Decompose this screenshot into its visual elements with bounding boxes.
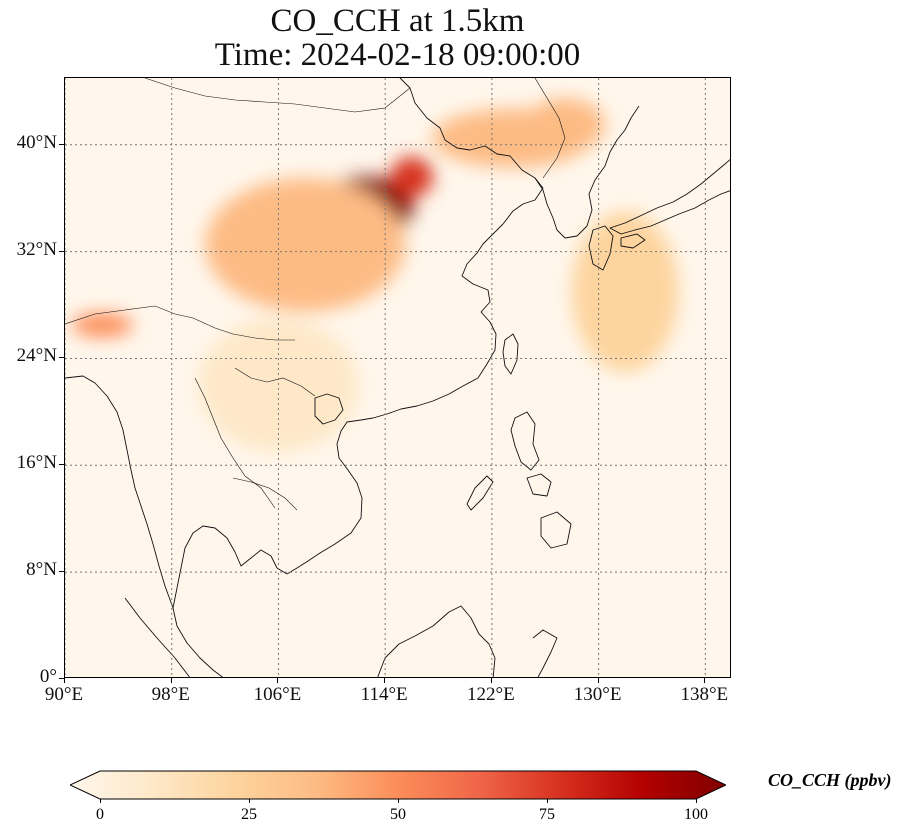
lat-tick-mark <box>59 464 64 466</box>
lat-tick-mark <box>59 678 64 679</box>
lon-tick-label: 98°E <box>151 684 190 705</box>
lat-tick-label: 24°N <box>16 345 57 367</box>
border-laos-thailand <box>194 377 276 509</box>
island-borneo <box>377 605 496 677</box>
colorbar-tick-mark <box>398 799 399 803</box>
map-panel[interactable] <box>64 77 731 678</box>
concentration-field <box>71 98 679 452</box>
island-luzon <box>510 411 540 471</box>
lon-tick-label: 130°E <box>573 684 622 705</box>
coastlines <box>65 78 730 677</box>
lon-tick-mark <box>597 678 599 683</box>
lat-tick-label: 0° <box>39 666 57 687</box>
country-borders <box>65 78 566 511</box>
plume-south-china-haze <box>198 318 359 452</box>
lon-tick-mark <box>384 678 386 683</box>
border-russia-china <box>534 78 566 179</box>
island-sulawesi <box>532 629 558 677</box>
map-canvas <box>65 78 730 677</box>
lat-tick-label: 16°N <box>16 452 57 474</box>
border-china-vietnam <box>234 367 316 397</box>
lat-tick-mark <box>59 357 64 359</box>
island-palawan <box>466 475 494 511</box>
coastline-asia <box>286 78 544 575</box>
coastline-korea <box>534 105 640 239</box>
island-taiwan <box>502 333 519 375</box>
colorbar-tick-label: 50 <box>390 806 406 823</box>
lat-tick-mark <box>59 571 64 573</box>
island-visayas <box>526 473 552 497</box>
lon-tick-mark <box>64 678 65 683</box>
colorbar-tick-label: 75 <box>539 806 555 823</box>
colorbar-label: CO_CCH (ppbv) <box>768 770 892 790</box>
lon-tick-label: 90°E <box>44 684 84 705</box>
title-time: Time: 2024-02-18 09:00:00 <box>214 37 581 73</box>
border-mongolia <box>144 78 411 113</box>
colorbar-tick-mark <box>100 799 101 803</box>
lon-tick-label: 122°E <box>467 684 515 705</box>
lon-tick-mark <box>277 678 279 683</box>
graticule <box>65 78 730 677</box>
colorbar <box>70 770 726 800</box>
colorbar-tick-mark <box>696 799 697 803</box>
lat-tick-label: 40°N <box>16 131 57 153</box>
island-sumatra <box>124 597 191 677</box>
island-hainan <box>314 393 344 425</box>
plume-japan-plume <box>571 211 679 372</box>
lat-tick-label: 8°N <box>26 559 57 581</box>
colorbar-tick-label: 100 <box>684 806 708 823</box>
island-mindanao <box>540 511 572 549</box>
lat-tick-label: 32°N <box>16 238 57 260</box>
border-cambodia <box>232 477 298 511</box>
border-himalaya <box>65 305 295 341</box>
coastline-indochina <box>172 525 288 677</box>
island-japan-shikoku <box>620 233 646 249</box>
colorbar-tick-label: 25 <box>241 806 257 823</box>
island-japan-kyushu <box>588 225 614 271</box>
lon-tick-mark <box>490 678 492 683</box>
plume-north-china-tail <box>390 156 434 197</box>
lon-tick-label: 114°E <box>360 684 408 705</box>
colorbar-tick-mark <box>249 799 250 803</box>
island-japan-honshu <box>609 159 730 235</box>
map-title: CO_CCH at 1.5km Time: 2024-02-18 09:00:0… <box>64 4 731 72</box>
lon-tick-mark <box>704 678 706 683</box>
plume-sichuan-halo <box>205 178 406 312</box>
lon-tick-label: 106°E <box>253 684 302 705</box>
plume-assam-hotspot <box>71 313 134 338</box>
lat-tick-mark <box>59 143 64 145</box>
lat-tick-mark <box>59 250 64 252</box>
lon-tick-mark <box>170 678 172 683</box>
colorbar-body <box>70 770 726 800</box>
coastline-myanmar <box>65 375 174 609</box>
lon-tick-label: 138°E <box>680 684 729 705</box>
title-variable: CO_CCH at 1.5km <box>270 3 525 39</box>
colorbar-tick-label: 0 <box>96 806 104 823</box>
colorbar-tick-mark <box>547 799 548 803</box>
plume-korea-sea <box>525 98 606 152</box>
